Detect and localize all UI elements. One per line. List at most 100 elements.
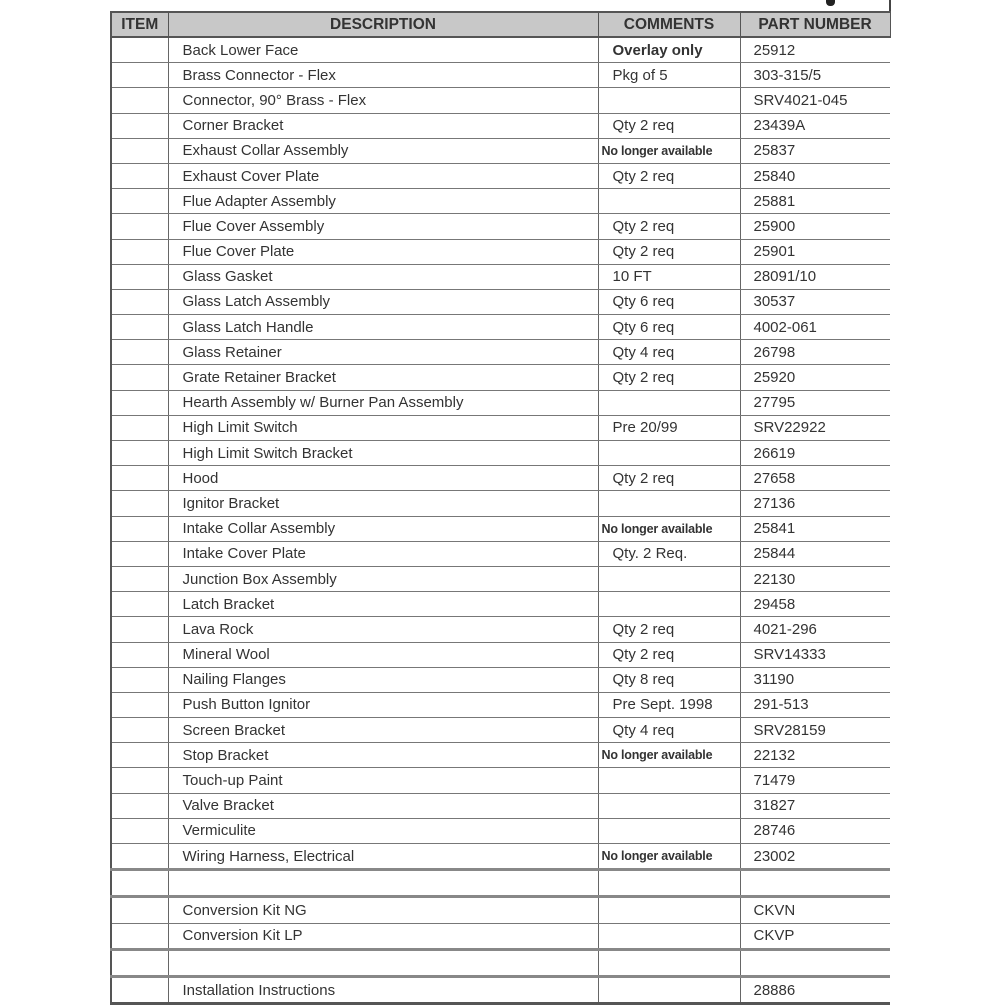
cell-comments: Qty 8 req <box>597 667 740 693</box>
cell-comments <box>597 591 740 618</box>
cell-part-number: 30537 <box>739 289 890 316</box>
cell-description: Hood <box>167 465 598 492</box>
cell-description: Corner Bracket <box>167 113 598 139</box>
cell-description: Mineral Wool <box>167 642 598 668</box>
cell-comments: Qty 6 req <box>597 314 740 341</box>
cell-description: Intake Cover Plate <box>167 541 598 567</box>
cell-description: Back Lower Face <box>167 37 598 64</box>
cell-comments <box>597 767 740 794</box>
cell-part-number: 25900 <box>739 213 890 240</box>
table-row <box>111 869 890 899</box>
table-row: Push Button Ignitor Pre Sept. 1998 291-513 <box>111 692 890 719</box>
cell-item <box>111 616 168 643</box>
cell-comments: Qty 2 req <box>597 465 740 492</box>
cell-description: Latch Bracket <box>167 591 598 618</box>
cell-comments <box>597 896 740 924</box>
cell-part-number: 4002-061 <box>739 314 890 341</box>
cell-item <box>111 692 168 719</box>
cell-part-number: 27136 <box>739 490 890 517</box>
cell-item <box>111 869 168 899</box>
cell-description: Flue Adapter Assembly <box>167 188 598 215</box>
table-row: Mineral Wool Qty 2 req SRV14333 <box>111 642 890 668</box>
cell-comments: No longer available <box>597 138 740 164</box>
table-row: High Limit Switch Bracket 26619 <box>111 440 890 467</box>
cell-item <box>111 314 168 341</box>
cell-part-number: SRV14333 <box>739 642 890 668</box>
cell-part-number: 291-513 <box>739 692 890 719</box>
table-row: Exhaust Cover Plate Qty 2 req 25840 <box>111 163 890 190</box>
cell-comments <box>597 949 740 978</box>
cell-item <box>111 213 168 240</box>
table-row: Hood Qty 2 req 27658 <box>111 465 890 492</box>
cell-part-number: 22130 <box>739 566 890 593</box>
table-row: Exhaust Collar Assembly No longer availab… <box>111 138 890 164</box>
cell-part-number: 25920 <box>739 364 890 391</box>
cell-item <box>111 415 168 442</box>
cell-part-number: 25837 <box>739 138 890 164</box>
cell-description: Stop Bracket <box>167 742 598 769</box>
cell-part-number: 28746 <box>739 818 890 845</box>
cell-comments: Qty 2 req <box>597 642 740 668</box>
cell-part-number: 71479 <box>739 767 890 794</box>
table-row: Hearth Assembly w/ Burner Pan Assembly 27… <box>111 390 890 416</box>
cell-comments: Overlay only <box>597 37 740 64</box>
table-row: Screen Bracket Qty 4 req SRV28159 <box>111 717 890 744</box>
cell-item <box>111 339 168 366</box>
cell-comments <box>597 440 740 467</box>
cell-description: Exhaust Collar Assembly <box>167 138 598 164</box>
cell-item <box>111 87 168 114</box>
cell-part-number: 25912 <box>739 37 890 64</box>
cell-part-number: 25881 <box>739 188 890 215</box>
cell-item <box>111 490 168 517</box>
cell-description: Glass Latch Assembly <box>167 289 598 316</box>
header-part-number: PART NUMBER <box>739 11 891 38</box>
table-row: Latch Bracket 29458 <box>111 591 890 618</box>
table-row: Touch-up Paint 71479 <box>111 767 890 794</box>
cell-comments <box>597 869 740 899</box>
cell-description: High Limit Switch Bracket <box>167 440 598 467</box>
cell-part-number: 25844 <box>739 541 890 567</box>
cell-description: Vermiculite <box>167 818 598 845</box>
cell-description: Glass Retainer <box>167 339 598 366</box>
cell-description: Connector, 90° Brass - Flex <box>167 87 598 114</box>
cell-part-number <box>739 949 890 978</box>
table-row: Vermiculite 28746 <box>111 818 890 845</box>
header-item: ITEM <box>110 11 169 38</box>
cell-item <box>111 742 168 769</box>
header-comments: COMMENTS <box>597 11 741 38</box>
table-row: Wiring Harness, Electrical No longer avai… <box>111 843 890 872</box>
cell-item <box>111 642 168 668</box>
cell-item <box>111 163 168 190</box>
cell-comments: Qty 4 req <box>597 339 740 366</box>
page-edge-line <box>889 0 891 12</box>
cell-part-number: 22132 <box>739 742 890 769</box>
table-row: Flue Adapter Assembly 25881 <box>111 188 890 215</box>
cell-comments: Qty 2 req <box>597 239 740 265</box>
header-description: DESCRIPTION <box>167 11 599 38</box>
cell-comments <box>597 490 740 517</box>
cell-part-number: SRV28159 <box>739 717 890 744</box>
cell-item <box>111 364 168 391</box>
cell-item <box>111 440 168 467</box>
cell-item <box>111 717 168 744</box>
cell-item <box>111 793 168 819</box>
cell-comments: No longer available <box>597 742 740 769</box>
cell-part-number: 27795 <box>739 390 890 416</box>
cell-item <box>111 37 168 64</box>
cell-comments: No longer available <box>597 516 740 542</box>
cell-part-number: 25841 <box>739 516 890 542</box>
cell-description: Wiring Harness, Electrical <box>167 843 598 872</box>
cell-description: Ignitor Bracket <box>167 490 598 517</box>
cell-comments: Qty 2 req <box>597 364 740 391</box>
cell-part-number: 4021-296 <box>739 616 890 643</box>
table-row: High Limit Switch Pre 20/99 SRV22922 <box>111 415 890 442</box>
cell-description: Nailing Flanges <box>167 667 598 693</box>
table-row: Flue Cover Assembly Qty 2 req 25900 <box>111 213 890 240</box>
cell-part-number: 27658 <box>739 465 890 492</box>
cell-part-number: 31827 <box>739 793 890 819</box>
cell-comments: Pkg of 5 <box>597 62 740 89</box>
cell-description: Touch-up Paint <box>167 767 598 794</box>
cell-description: High Limit Switch <box>167 415 598 442</box>
cell-description: Valve Bracket <box>167 793 598 819</box>
cell-item <box>111 188 168 215</box>
